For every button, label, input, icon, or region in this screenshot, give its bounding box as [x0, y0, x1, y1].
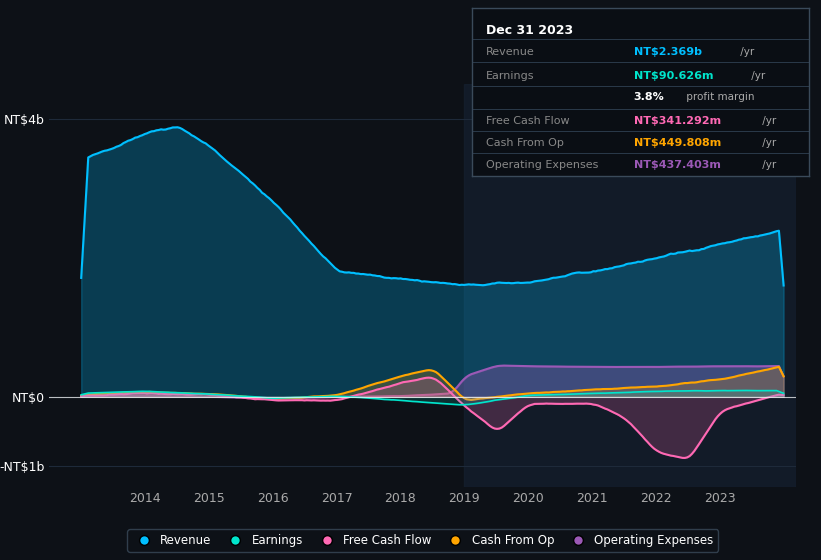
Text: NT$2.369b: NT$2.369b	[634, 47, 702, 57]
Text: /yr: /yr	[737, 47, 754, 57]
Text: NT$90.626m: NT$90.626m	[634, 71, 713, 81]
Text: Earnings: Earnings	[485, 71, 534, 81]
Legend: Revenue, Earnings, Free Cash Flow, Cash From Op, Operating Expenses: Revenue, Earnings, Free Cash Flow, Cash …	[127, 529, 718, 552]
Text: NT$449.808m: NT$449.808m	[634, 138, 721, 148]
Text: /yr: /yr	[759, 160, 776, 170]
Text: profit margin: profit margin	[683, 92, 755, 102]
Text: 3.8%: 3.8%	[634, 92, 664, 102]
Text: Operating Expenses: Operating Expenses	[485, 160, 598, 170]
Bar	[465, 84, 796, 487]
Text: Cash From Op: Cash From Op	[485, 138, 563, 148]
Text: Free Cash Flow: Free Cash Flow	[485, 116, 569, 126]
Text: Dec 31 2023: Dec 31 2023	[485, 24, 573, 36]
Text: /yr: /yr	[759, 138, 776, 148]
Text: Revenue: Revenue	[485, 47, 534, 57]
Text: NT$437.403m: NT$437.403m	[634, 160, 721, 170]
Text: /yr: /yr	[748, 71, 765, 81]
Text: /yr: /yr	[759, 116, 776, 126]
Text: NT$341.292m: NT$341.292m	[634, 116, 721, 126]
